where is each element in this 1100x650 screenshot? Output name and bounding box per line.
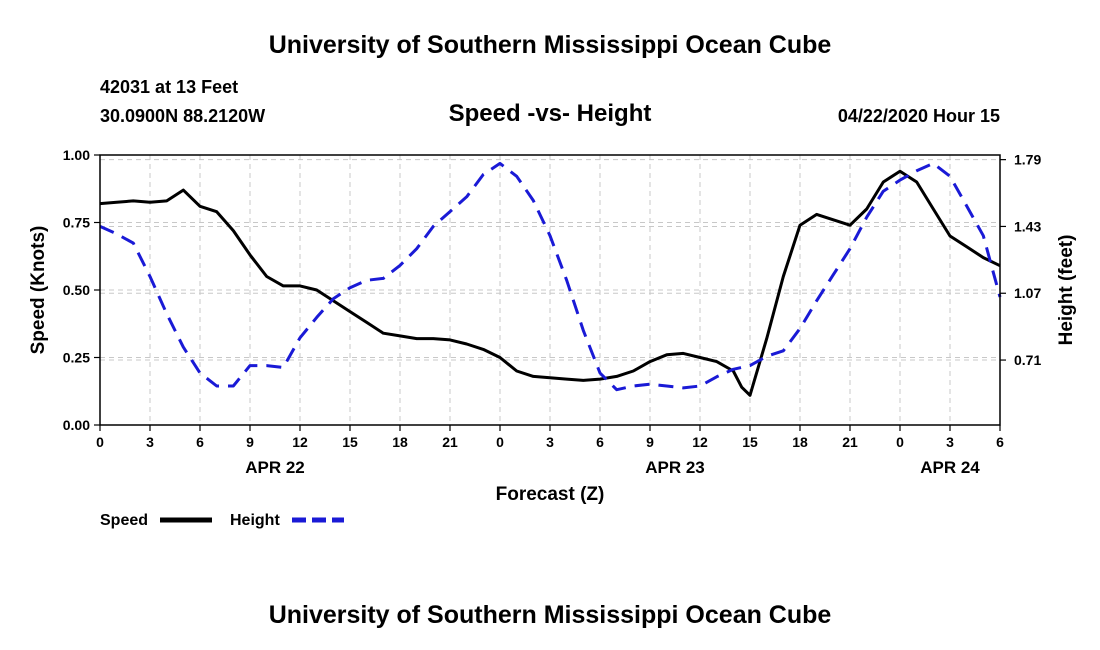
legend-label-height: Height [230, 512, 280, 529]
grid-lines [100, 155, 1000, 425]
y2-tick-label: 0.71 [1014, 352, 1041, 368]
x-tick-label: 3 [146, 434, 154, 450]
bottom-title: University of Southern Mississippi Ocean… [268, 601, 832, 629]
x-tick-label: 3 [946, 434, 954, 450]
y-tick-label: 0.00 [63, 417, 90, 433]
y-axis-title: Speed (Knots) [28, 226, 49, 355]
y-tick-label: 1.00 [63, 147, 90, 163]
axes: 0 3 6 9 12 15 18 21 0 3 6 9 12 15 18 21 0 3 6 0.00 0.25 0.50 0… [63, 147, 1042, 477]
date-label: APR 22 [245, 458, 305, 477]
height-series-line [99, 161, 1002, 392]
y-tick-label: 0.75 [63, 215, 90, 231]
date-label: APR 24 [920, 458, 980, 477]
x-tick-label: 9 [246, 434, 254, 450]
run-time-label: 04/22/2020 Hour 15 [837, 106, 1000, 126]
x-tick-label: 0 [496, 434, 504, 450]
date-label: APR 23 [645, 458, 705, 477]
chart-title: Speed -vs- Height [448, 100, 652, 127]
x-tick-label: 0 [96, 434, 104, 450]
speed-series-line [99, 169, 1001, 397]
x-tick-label: 15 [742, 434, 758, 450]
x-tick-label: 6 [996, 434, 1004, 450]
x-tick-label: 15 [342, 434, 358, 450]
x-tick-label: 0 [896, 434, 904, 450]
legend: Speed Height [100, 512, 344, 529]
legend-label-speed: Speed [100, 512, 148, 529]
x-tick-label: 9 [646, 434, 654, 450]
x-tick-label: 6 [596, 434, 604, 450]
y2-tick-label: 1.79 [1014, 152, 1041, 168]
x-tick-label: 12 [292, 434, 308, 450]
x-tick-label: 21 [442, 434, 458, 450]
x-tick-label: 12 [692, 434, 708, 450]
y2-axis-title: Height (feet) [1056, 235, 1077, 346]
x-axis-title: Forecast (Z) [496, 484, 605, 505]
y2-tick-label: 1.07 [1014, 285, 1041, 301]
top-title: University of Southern Mississippi Ocean… [268, 31, 832, 59]
x-tick-label: 21 [842, 434, 858, 450]
station-label: 42031 at 13 Feet [100, 77, 239, 97]
y2-tick-label: 1.43 [1014, 218, 1041, 234]
series-lines [99, 161, 1002, 397]
x-tick-label: 18 [392, 434, 408, 450]
location-label: 30.0900N 88.2120W [100, 106, 266, 126]
x-tick-label: 6 [196, 434, 204, 450]
y-tick-label: 0.25 [63, 350, 90, 366]
y-tick-label: 0.50 [63, 282, 90, 298]
x-tick-label: 18 [792, 434, 808, 450]
x-tick-label: 3 [546, 434, 554, 450]
